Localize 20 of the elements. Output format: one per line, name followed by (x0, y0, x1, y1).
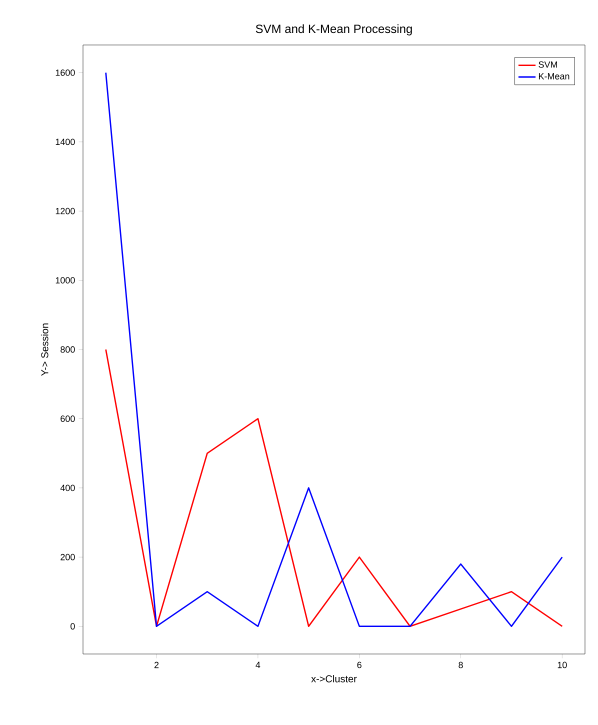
y-tick-label: 1200 (56, 208, 75, 214)
x-tick-label: 8 (458, 662, 463, 668)
legend-label: K-Mean (538, 73, 570, 80)
y-axis-title: Y-> Session (40, 324, 48, 376)
y-tick-label: 1600 (56, 69, 75, 76)
x-tick-label: 4 (256, 662, 260, 668)
y-tick-label: 400 (60, 484, 75, 492)
y-tick-label: 1400 (56, 138, 75, 146)
y-tick-label: 0 (70, 623, 75, 630)
y-tick-label: 600 (60, 416, 75, 422)
chart-title: SVM and K-Mean Processing (256, 24, 412, 36)
legend-label: SVM (538, 61, 558, 68)
y-tick-label: 800 (60, 346, 75, 353)
line-series (105, 348, 563, 628)
y-tick-label: 200 (60, 554, 75, 560)
x-tick-label: 2 (154, 662, 159, 668)
x-axis-title: x->Cluster (311, 675, 357, 682)
x-tick-label: 10 (558, 662, 567, 668)
y-tick-label: 1000 (56, 277, 75, 284)
x-tick-label: 6 (357, 662, 362, 668)
